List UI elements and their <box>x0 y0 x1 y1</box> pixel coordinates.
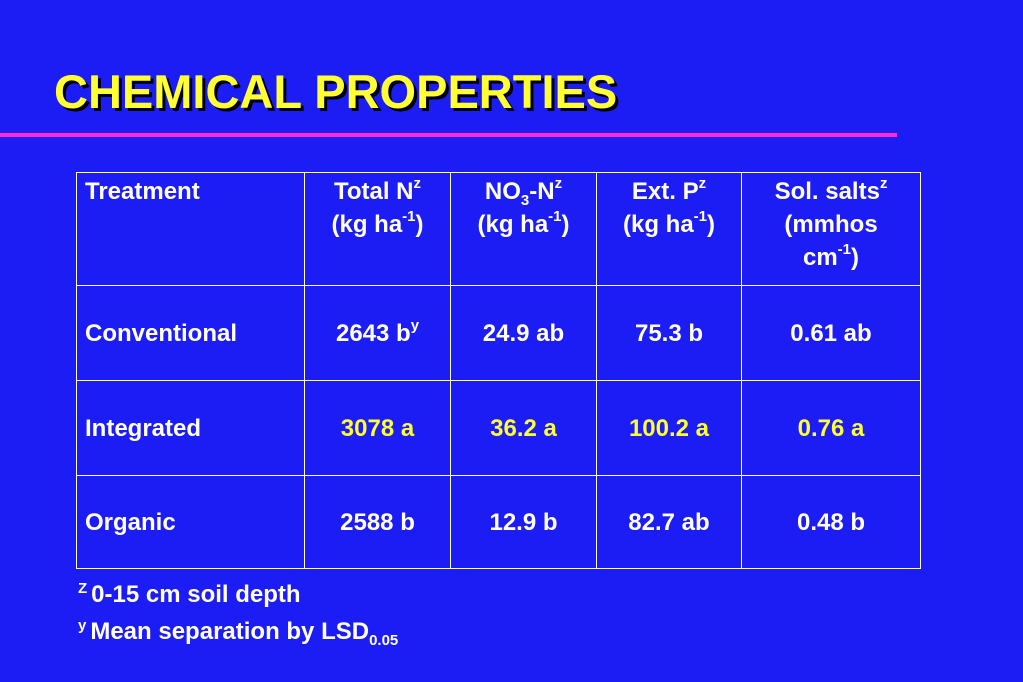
cell: Conventional <box>76 285 305 381</box>
cell-text: 2643 b <box>335 319 411 347</box>
cell: 2643 by <box>304 285 451 381</box>
row: Conventional 2643 by 24.9 ab 75.3 b 0.61… <box>76 285 921 381</box>
footnote-mark: y <box>78 617 87 634</box>
properties-table: Treatment Total Nz (kg ha-1) NO3-Nz (kg ha… <box>76 172 921 569</box>
footnote-text: Mean separation by LSD <box>90 618 370 645</box>
slide-title: CHEMICAL PROPERTIES <box>54 65 618 118</box>
header-text: (mmhos <box>784 211 878 238</box>
header-text: -N <box>529 178 555 205</box>
header-text: (kg ha <box>477 211 549 238</box>
header-text: (kg ha <box>622 211 694 238</box>
cell: 0.61 ab <box>741 285 921 381</box>
header-sup: z <box>698 175 707 192</box>
header-sup: z <box>413 175 422 192</box>
footnote: y Mean separation by LSD0.05 <box>78 613 398 650</box>
header-sup: -1 <box>837 241 852 258</box>
cell: 12.9 b <box>450 475 597 569</box>
header-text: (kg ha <box>331 211 403 238</box>
header-text: Total N <box>333 178 414 205</box>
header-text: NO <box>484 178 521 205</box>
header-sup: z <box>554 175 563 192</box>
header-row: Treatment Total Nz (kg ha-1) NO3-Nz (kg ha… <box>76 172 921 286</box>
cell: Integrated <box>76 380 305 476</box>
cell: Organic <box>76 475 305 569</box>
row: Organic 2588 b 12.9 b 82.7 ab 0.48 b <box>76 475 921 569</box>
header-text: ) <box>707 211 716 238</box>
header-cell: Treatment <box>76 172 305 286</box>
cell: 82.7 ab <box>596 475 742 569</box>
header-cell: NO3-Nz (kg ha-1) <box>450 172 597 286</box>
header-text: Sol. salts <box>774 178 880 205</box>
header-sub: 3 <box>520 192 530 209</box>
header-text: Treatment <box>85 178 200 205</box>
cell: 0.76 a <box>741 380 921 476</box>
cell: 75.3 b <box>596 285 742 381</box>
header-text: ) <box>561 211 570 238</box>
footnote-sub: 0.05 <box>369 632 399 649</box>
cell: 2588 b <box>304 475 451 569</box>
header-text: cm <box>802 244 838 271</box>
header-text: ) <box>415 211 424 238</box>
header-cell: Sol. saltsz (mmhos cm-1) <box>741 172 921 286</box>
header-sup: -1 <box>693 208 708 225</box>
cell-sup: y <box>410 316 420 334</box>
header-cell: Total Nz (kg ha-1) <box>304 172 451 286</box>
footnote: Z 0-15 cm soil depth <box>78 576 398 613</box>
cell: 24.9 ab <box>450 285 597 381</box>
header-sup: -1 <box>548 208 562 225</box>
title-rule <box>0 133 897 137</box>
header-text: Ext. P <box>631 178 699 205</box>
cell: 36.2 a <box>450 380 597 476</box>
row: Integrated 3078 a 36.2 a 100.2 a 0.76 a <box>76 380 921 476</box>
header-sup: z <box>879 175 888 192</box>
footnotes: Z 0-15 cm soil depth y Mean separation by … <box>78 576 398 650</box>
header-cell: Ext. Pz (kg ha-1) <box>596 172 742 286</box>
footnote-mark: Z <box>78 580 88 597</box>
header-text: ) <box>851 244 860 271</box>
footnote-text: 0-15 cm soil depth <box>91 581 301 608</box>
header-sup: -1 <box>402 208 416 225</box>
cell: 100.2 a <box>596 380 742 476</box>
cell: 3078 a <box>304 380 451 476</box>
cell: 0.48 b <box>741 475 921 569</box>
